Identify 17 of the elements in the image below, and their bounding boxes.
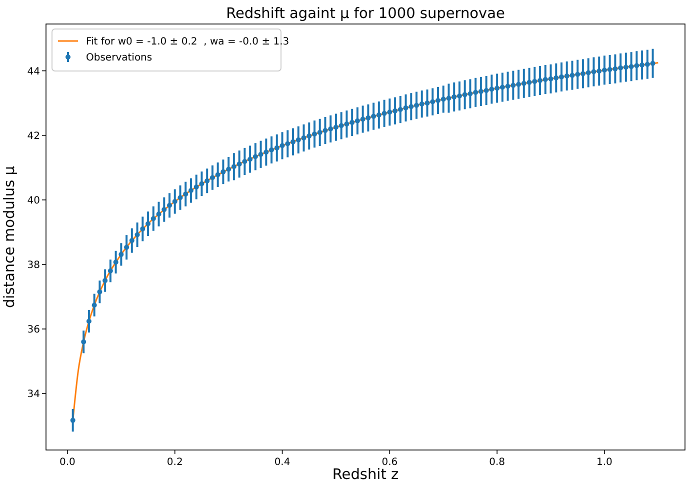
x-axis-title: Redshit z: [332, 467, 399, 483]
y-tick-label: 42: [27, 130, 40, 142]
x-tick-label: 0.6: [382, 457, 398, 468]
x-tick-label: 1.0: [596, 457, 612, 468]
legend-label: Observations: [86, 52, 152, 64]
y-tick-label: 36: [27, 324, 40, 336]
y-tick-label: 44: [27, 66, 40, 78]
chart-title: Redshift againt μ for 1000 supernovae: [226, 6, 506, 22]
y-tick-label: 34: [27, 389, 40, 400]
x-tick-label: 0.0: [60, 457, 76, 468]
y-tick-label: 38: [27, 260, 40, 271]
legend-label: Fit for w0 = -1.0 ± 0.2 , wa = -0.0 ± 1.3: [86, 36, 290, 48]
x-tick-label: 0.4: [274, 457, 290, 468]
y-axis-title: distance modulus μ: [2, 166, 18, 308]
x-tick-label: 0.8: [489, 457, 506, 468]
x-tick-label: 0.2: [166, 457, 183, 468]
y-tick-label: 40: [27, 195, 40, 206]
